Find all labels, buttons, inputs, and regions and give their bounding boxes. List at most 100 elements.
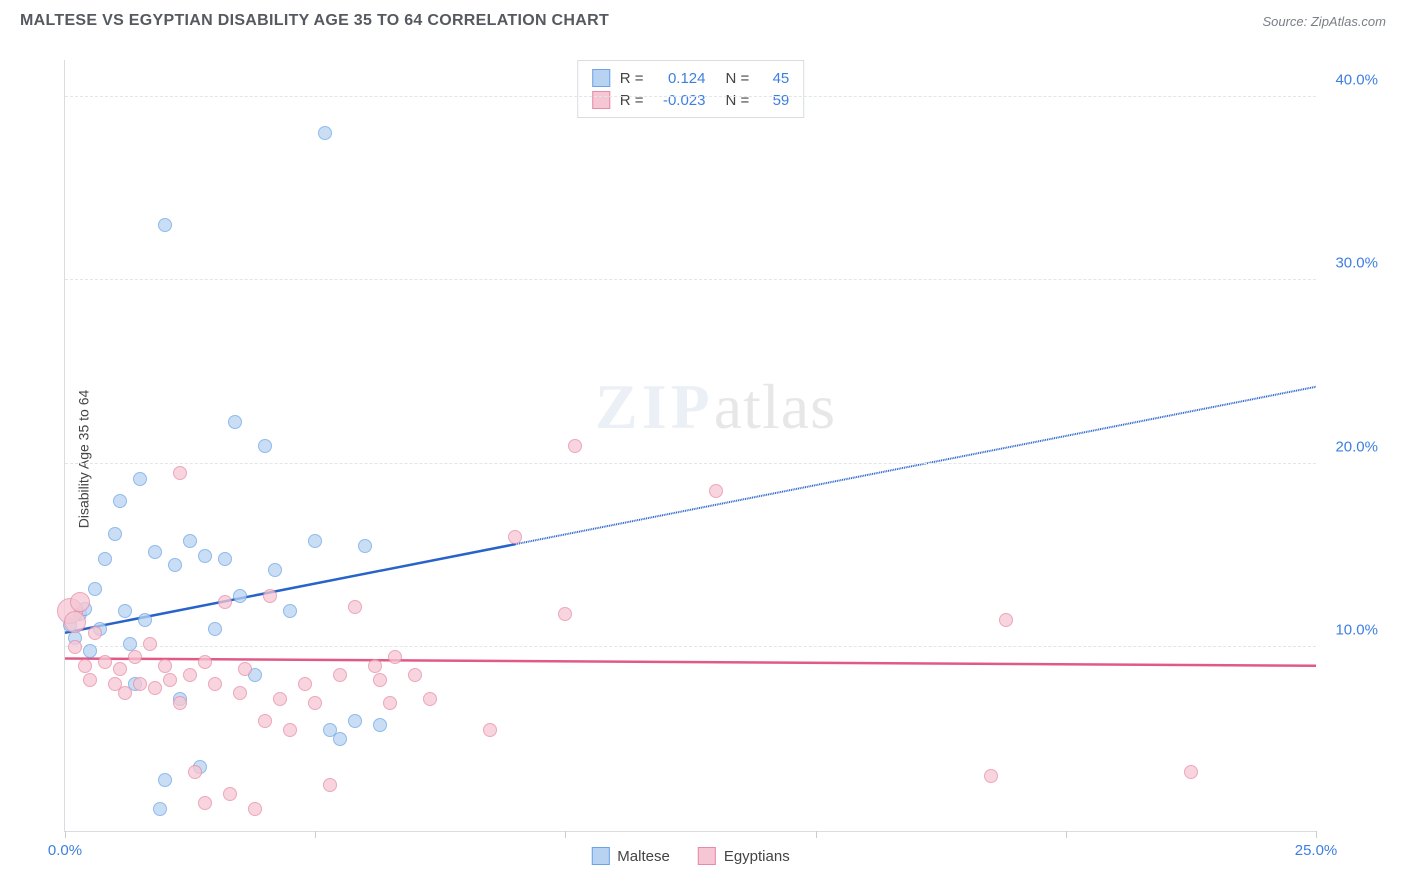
scatter-point <box>268 563 282 577</box>
scatter-point <box>133 472 147 486</box>
scatter-point <box>1184 765 1198 779</box>
scatter-point <box>118 604 132 618</box>
scatter-point <box>83 644 97 658</box>
scatter-point <box>388 650 402 664</box>
scatter-point <box>208 622 222 636</box>
scatter-point <box>78 659 92 673</box>
x-tick <box>315 831 316 838</box>
x-tick-label: 0.0% <box>48 842 82 859</box>
watermark: ZIPatlas <box>595 370 836 444</box>
chart-container: Disability Age 35 to 64 ZIPatlas R =0.12… <box>20 46 1386 872</box>
legend-swatch <box>592 91 610 109</box>
gridline <box>65 279 1316 280</box>
scatter-point <box>318 126 332 140</box>
scatter-point <box>333 668 347 682</box>
scatter-point <box>118 686 132 700</box>
scatter-point <box>173 466 187 480</box>
scatter-point <box>423 692 437 706</box>
scatter-point <box>158 773 172 787</box>
scatter-point <box>218 552 232 566</box>
y-tick-label: 30.0% <box>1335 255 1378 272</box>
scatter-point <box>358 539 372 553</box>
n-value: 45 <box>759 70 789 87</box>
scatter-point <box>158 218 172 232</box>
scatter-point <box>348 714 362 728</box>
scatter-point <box>83 673 97 687</box>
scatter-point <box>138 613 152 627</box>
scatter-point <box>168 558 182 572</box>
scatter-point <box>198 796 212 810</box>
n-label: N = <box>726 92 750 109</box>
scatter-point <box>64 611 86 633</box>
scatter-point <box>173 696 187 710</box>
source-attribution: Source: ZipAtlas.com <box>1262 14 1386 29</box>
scatter-point <box>70 592 90 612</box>
scatter-point <box>258 714 272 728</box>
x-tick <box>565 831 566 838</box>
scatter-point <box>68 640 82 654</box>
scatter-point <box>113 662 127 676</box>
scatter-point <box>568 439 582 453</box>
scatter-point <box>258 439 272 453</box>
scatter-point <box>98 552 112 566</box>
plot-area: ZIPatlas R =0.124N =45R =-0.023N =59 Mal… <box>64 60 1316 832</box>
legend-swatch <box>591 847 609 865</box>
scatter-point <box>143 637 157 651</box>
scatter-point <box>233 686 247 700</box>
scatter-point <box>223 787 237 801</box>
scatter-point <box>233 589 247 603</box>
scatter-point <box>558 607 572 621</box>
scatter-point <box>283 723 297 737</box>
scatter-point <box>128 650 142 664</box>
scatter-point <box>308 696 322 710</box>
scatter-point <box>108 527 122 541</box>
trend-lines-svg <box>65 60 1316 831</box>
n-label: N = <box>726 70 750 87</box>
scatter-point <box>188 765 202 779</box>
chart-title: MALTESE VS EGYPTIAN DISABILITY AGE 35 TO… <box>20 12 609 30</box>
scatter-point <box>373 673 387 687</box>
scatter-point <box>283 604 297 618</box>
legend-label: Maltese <box>617 848 670 865</box>
scatter-point <box>228 415 242 429</box>
legend-swatch <box>698 847 716 865</box>
scatter-point <box>263 589 277 603</box>
legend-item: Egyptians <box>698 847 790 865</box>
gridline <box>65 463 1316 464</box>
legend-label: Egyptians <box>724 848 790 865</box>
scatter-point <box>158 659 172 673</box>
scatter-point <box>198 549 212 563</box>
gridline <box>65 96 1316 97</box>
scatter-point <box>248 802 262 816</box>
scatter-point <box>148 681 162 695</box>
n-value: 59 <box>759 92 789 109</box>
bottom-legend: Maltese Egyptians <box>591 847 789 865</box>
scatter-point <box>709 484 723 498</box>
gridline <box>65 646 1316 647</box>
r-value: 0.124 <box>654 70 706 87</box>
scatter-point <box>348 600 362 614</box>
scatter-point <box>308 534 322 548</box>
stat-legend-row: R =-0.023N =59 <box>592 89 790 111</box>
y-tick-label: 40.0% <box>1335 71 1378 88</box>
scatter-point <box>273 692 287 706</box>
x-tick <box>1316 831 1317 838</box>
scatter-point <box>333 732 347 746</box>
scatter-point <box>153 802 167 816</box>
scatter-point <box>163 673 177 687</box>
scatter-point <box>113 494 127 508</box>
scatter-point <box>373 718 387 732</box>
y-tick-label: 10.0% <box>1335 622 1378 639</box>
scatter-point <box>183 668 197 682</box>
scatter-point <box>148 545 162 559</box>
stat-legend-box: R =0.124N =45R =-0.023N =59 <box>577 60 805 118</box>
x-tick <box>816 831 817 838</box>
scatter-point <box>368 659 382 673</box>
scatter-point <box>298 677 312 691</box>
stat-legend-row: R =0.124N =45 <box>592 67 790 89</box>
r-label: R = <box>620 92 644 109</box>
scatter-point <box>984 769 998 783</box>
scatter-point <box>183 534 197 548</box>
x-tick <box>65 831 66 838</box>
scatter-point <box>88 582 102 596</box>
